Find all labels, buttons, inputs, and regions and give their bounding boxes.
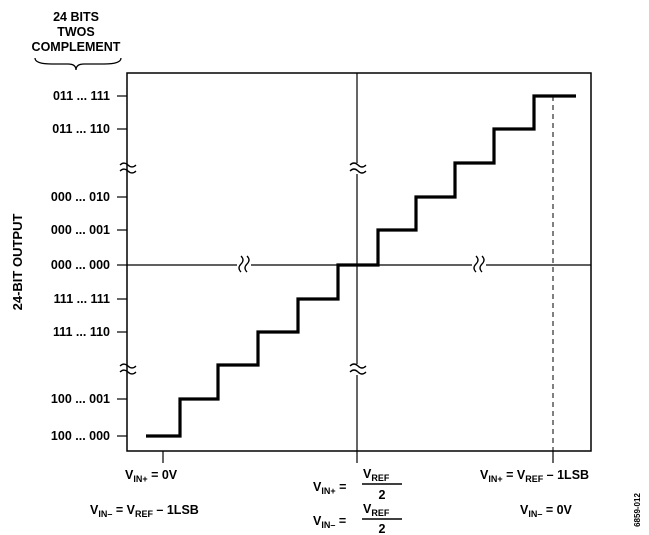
- transfer-staircase: [146, 94, 576, 438]
- y-tick-label: 100 ... 000: [51, 429, 110, 443]
- header-line-2: TWOS: [57, 25, 95, 39]
- header-line-3: COMPLEMENT: [32, 40, 121, 54]
- y-tick-label: 000 ... 001: [51, 223, 110, 237]
- header-brace: [34, 57, 122, 71]
- axis-break-symbol: [349, 162, 367, 375]
- y-tick-label: 111 ... 110: [53, 325, 110, 339]
- y-tick-labels: 011 ... 111 011 ... 110 000 ... 010 000 …: [51, 89, 110, 443]
- label-right-vin-plus: VIN+ = VREF – 1LSB: [480, 468, 589, 484]
- y-tick-label: 011 ... 110: [52, 122, 110, 136]
- svg-text:VIN– =: VIN– =: [313, 514, 346, 530]
- y-tick-label: 111 ... 111: [54, 292, 110, 306]
- y-tick-label: 000 ... 000: [51, 258, 110, 272]
- svg-text:2: 2: [379, 522, 386, 535]
- y-tick-label: 011 ... 111: [53, 89, 110, 103]
- svg-text:VREF: VREF: [363, 467, 390, 483]
- axis-break-symbol: [237, 255, 486, 273]
- y-axis-title: 24-BIT OUTPUT: [10, 214, 25, 311]
- svg-text:2: 2: [379, 488, 386, 502]
- svg-text:VREF: VREF: [363, 502, 390, 518]
- label-left-vin-plus: VIN+ = 0V: [125, 468, 178, 484]
- header-line-1: 24 BITS: [53, 10, 99, 24]
- figure-id: 6859-012: [633, 493, 642, 527]
- label-center-vin-minus: VIN– = VREF 2: [313, 502, 402, 535]
- y-tick-label: 100 ... 001: [51, 392, 110, 406]
- y-tick-label: 000 ... 010: [51, 190, 110, 204]
- axis-break-symbol: [119, 162, 137, 375]
- label-left-vin-minus: VIN– = VREF – 1LSB: [90, 503, 199, 519]
- label-right-vin-minus: VIN– = 0V: [520, 503, 573, 519]
- y-axis-ticks: [117, 95, 127, 437]
- label-center-vin-plus: VIN+ = VREF 2: [313, 467, 402, 502]
- header: 24 BITS TWOS COMPLEMENT: [32, 10, 121, 54]
- svg-text:VIN+ =: VIN+ =: [313, 480, 346, 496]
- x-axis-ticks: [162, 451, 554, 463]
- plot-frame: [126, 72, 592, 452]
